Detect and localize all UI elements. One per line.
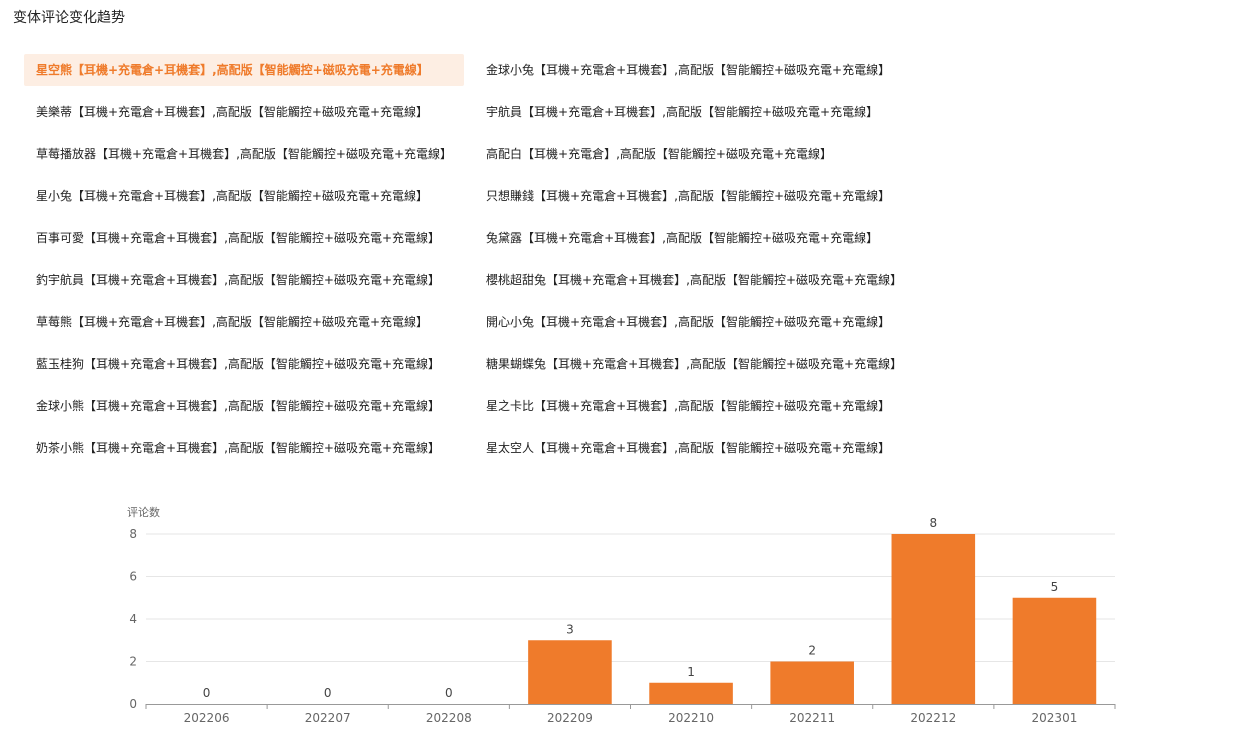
x-tick-label: 202301	[1032, 711, 1078, 725]
data-label: 3	[566, 622, 574, 636]
variant-tab[interactable]: 美樂蒂【耳機+充電倉+耳機套】,高配版【智能觸控+磁吸充電+充電線】	[36, 105, 429, 119]
variant-tab[interactable]: 宇航員【耳機+充電倉+耳機套】,高配版【智能觸控+磁吸充電+充電線】	[486, 105, 879, 119]
y-tick-label: 2	[129, 655, 137, 669]
variant-tab[interactable]: 星之卡比【耳機+充電倉+耳機套】,高配版【智能觸控+磁吸充電+充電線】	[486, 399, 891, 413]
x-tick-label: 202206	[184, 711, 230, 725]
x-tick-label: 202211	[789, 711, 835, 725]
variant-tab[interactable]: 奶茶小熊【耳機+充電倉+耳機套】,高配版【智能觸控+磁吸充電+充電線】	[36, 441, 441, 455]
y-tick-label: 4	[129, 612, 137, 626]
variant-tab[interactable]: 金球小熊【耳機+充電倉+耳機套】,高配版【智能觸控+磁吸充電+充電線】	[36, 399, 441, 413]
bar	[891, 534, 976, 704]
variant-tab[interactable]: 開心小兔【耳機+充電倉+耳機套】,高配版【智能觸控+磁吸充電+充電線】	[486, 315, 891, 329]
y-axis-label: 评论数	[127, 505, 160, 519]
page-title: 变体评论变化趋势	[13, 10, 125, 26]
data-label: 2	[808, 644, 816, 658]
variant-tab[interactable]: 櫻桃超甜兔【耳機+充電倉+耳機套】,高配版【智能觸控+磁吸充電+充電線】	[486, 273, 903, 287]
variant-tab-list: 星空熊【耳機+充電倉+耳機套】,高配版【智能觸控+磁吸充電+充電線】 金球小兔【耳…	[24, 54, 914, 464]
y-tick-label: 8	[129, 527, 137, 541]
x-tick-label: 202207	[305, 711, 351, 725]
variant-tab[interactable]: 草莓播放器【耳機+充電倉+耳機套】,高配版【智能觸控+磁吸充電+充電線】	[36, 147, 453, 161]
bar	[770, 661, 854, 704]
data-label: 1	[687, 665, 695, 679]
x-tick-label: 202210	[668, 711, 714, 725]
variant-tab[interactable]: 星小兔【耳機+充電倉+耳機套】,高配版【智能觸控+磁吸充電+充電線】	[36, 189, 429, 203]
data-label: 0	[445, 686, 453, 700]
data-label: 0	[324, 686, 332, 700]
data-label: 5	[1051, 580, 1059, 594]
y-tick-label: 6	[129, 570, 137, 584]
variant-tab[interactable]: 星空熊【耳機+充電倉+耳機套】,高配版【智能觸控+磁吸充電+充電線】	[24, 54, 465, 86]
data-label: 0	[203, 686, 211, 700]
bar	[649, 682, 733, 704]
y-tick-label: 0	[129, 697, 137, 711]
x-tick-label: 202208	[426, 711, 472, 725]
bar	[528, 640, 612, 704]
variant-tab[interactable]: 百事可愛【耳機+充電倉+耳機套】,高配版【智能觸控+磁吸充電+充電線】	[36, 231, 441, 245]
variant-tab[interactable]: 藍玉桂狗【耳機+充電倉+耳機套】,高配版【智能觸控+磁吸充電+充電線】	[36, 357, 441, 371]
variant-tab[interactable]: 草莓熊【耳機+充電倉+耳機套】,高配版【智能觸控+磁吸充電+充電線】	[36, 315, 429, 329]
variant-tab[interactable]: 星太空人【耳機+充電倉+耳機套】,高配版【智能觸控+磁吸充電+充電線】	[486, 441, 891, 455]
variant-tab[interactable]: 兔黛露【耳機+充電倉+耳機套】,高配版【智能觸控+磁吸充電+充電線】	[486, 231, 879, 245]
variant-tab[interactable]: 高配白【耳機+充電倉】,高配版【智能觸控+磁吸充電+充電線】	[486, 147, 833, 161]
x-tick-label: 202209	[547, 711, 593, 725]
variant-tab[interactable]: 只想賺錢【耳機+充電倉+耳機套】,高配版【智能觸控+磁吸充電+充電線】	[486, 189, 891, 203]
variant-tab[interactable]: 金球小兔【耳機+充電倉+耳機套】,高配版【智能觸控+磁吸充電+充電線】	[486, 63, 891, 77]
bar	[1012, 597, 1097, 704]
variant-tab[interactable]: 糖果蝴蝶兔【耳機+充電倉+耳機套】,高配版【智能觸控+磁吸充電+充電線】	[486, 357, 903, 371]
data-label: 8	[929, 516, 937, 530]
x-tick-label: 202212	[910, 711, 956, 725]
variant-tab[interactable]: 釣宇航員【耳機+充電倉+耳機套】,高配版【智能觸控+磁吸充電+充電線】	[36, 273, 441, 287]
